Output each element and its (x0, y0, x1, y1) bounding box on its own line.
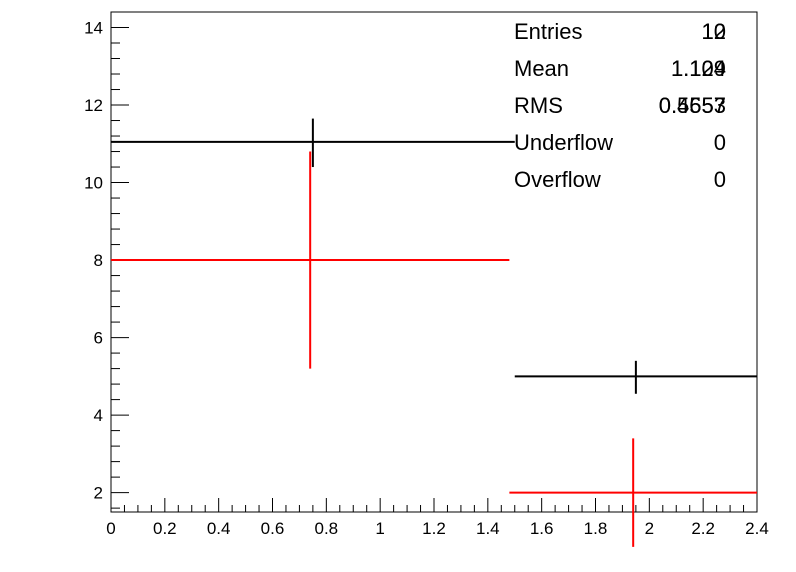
x-tick-label: 2.4 (745, 519, 769, 538)
x-tick-label: 1.2 (422, 519, 446, 538)
stats-value: 1.124 (671, 56, 726, 81)
series-1 (111, 151, 757, 547)
stats-value: 12 (702, 19, 726, 44)
stats-value: 0.5557 (659, 93, 726, 118)
stats-value: 1.109 (671, 56, 726, 81)
stats-value: 0.4653 (659, 93, 726, 118)
x-tick-label: 1.6 (530, 519, 554, 538)
y-tick-label: 10 (84, 174, 103, 193)
x-tick-label: 0.8 (315, 519, 339, 538)
stats-value: 10 (702, 19, 726, 44)
stats-value: 0 (714, 167, 726, 192)
x-tick-label: 1 (375, 519, 384, 538)
y-tick-label: 4 (94, 406, 103, 425)
x-tick-label: 0.4 (207, 519, 231, 538)
stats-label: RMS (514, 93, 563, 118)
stats-value: 0 (714, 130, 726, 155)
x-tick-label: 0.6 (261, 519, 285, 538)
y-tick-label: 14 (84, 19, 103, 38)
axis-ticks: 0 0.2 0.4 0.6 0.8 1 1.2 1.4 1.6 1.8 2 2.2 2.42468101… (84, 11, 769, 538)
plot-frame (110, 11, 758, 513)
x-tick-label: 2.2 (691, 519, 715, 538)
y-tick-label: 2 (94, 484, 103, 503)
series-0 (111, 118, 757, 394)
stats-label: Mean (514, 56, 569, 81)
x-tick-label: 1.8 (584, 519, 608, 538)
y-tick-label: 8 (94, 251, 103, 270)
y-tick-label: 6 (94, 329, 103, 348)
x-tick-label: 1.4 (476, 519, 500, 538)
x-tick-label: 0 (106, 519, 115, 538)
stats-label: Entries (514, 19, 582, 44)
stats-label: Overflow (514, 167, 601, 192)
data-series (111, 118, 757, 547)
x-tick-label: 0.2 (153, 519, 177, 538)
y-tick-label: 12 (84, 96, 103, 115)
stats-label: Underflow (514, 130, 613, 155)
x-tick-label: 2 (645, 519, 654, 538)
